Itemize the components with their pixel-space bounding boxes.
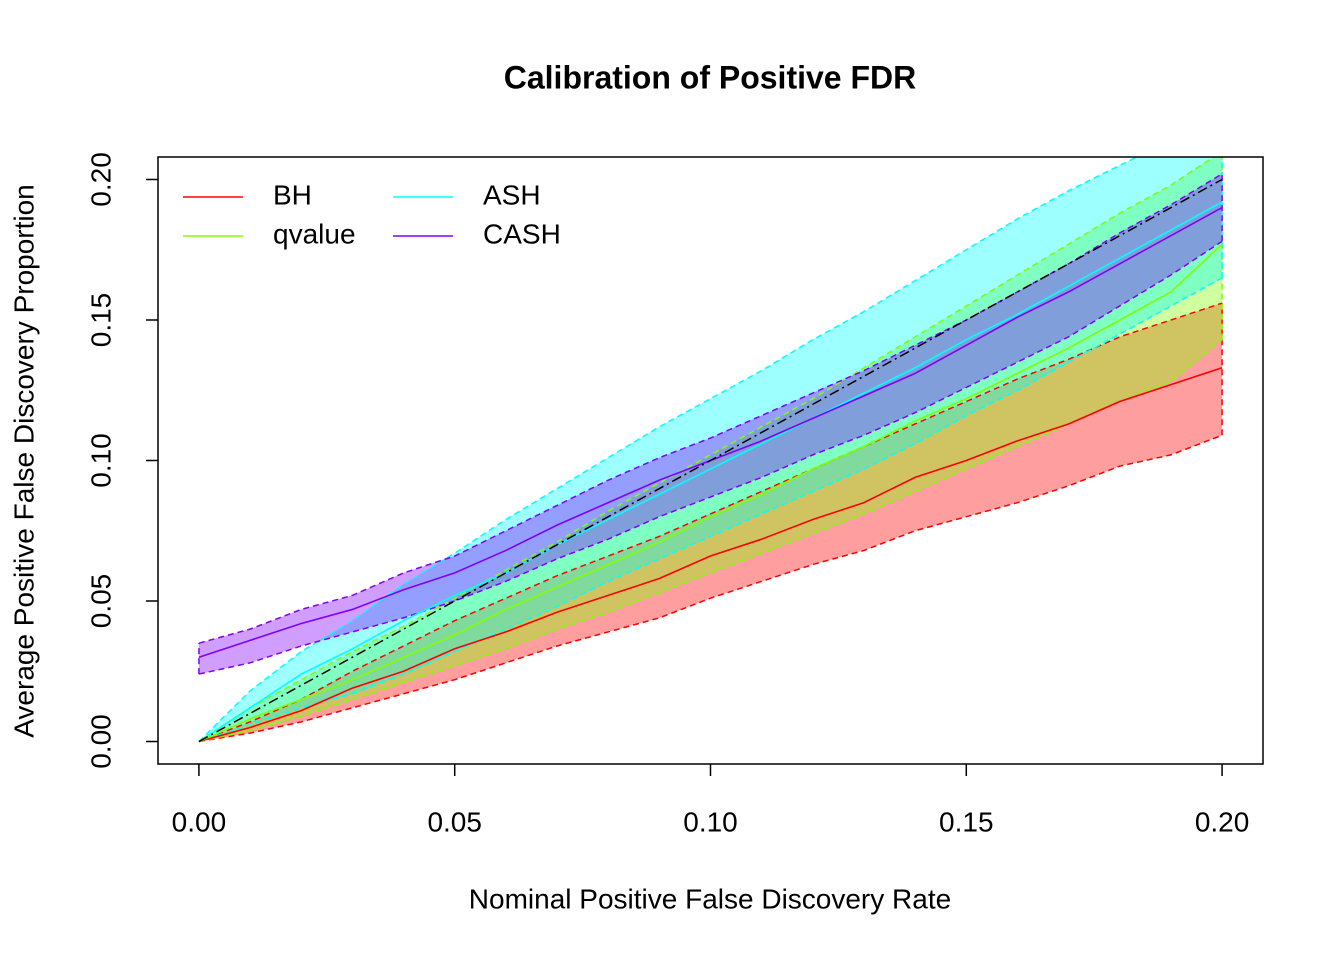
identity-line bbox=[198, 178, 1223, 743]
band-edge bbox=[198, 277, 1223, 743]
legend-label: ASH bbox=[483, 179, 541, 210]
legend-label: qvalue bbox=[273, 218, 356, 249]
x-axis-label: Nominal Positive False Discovery Rate bbox=[469, 883, 951, 914]
x-tick-label: 0.10 bbox=[683, 806, 738, 837]
band-edge bbox=[198, 157, 1139, 743]
y-tick-label: 0.10 bbox=[85, 433, 116, 488]
legend-label: CASH bbox=[483, 218, 561, 249]
plot-area bbox=[198, 157, 1223, 743]
series-line bbox=[198, 201, 1223, 743]
band-edge bbox=[198, 302, 1223, 743]
series-line bbox=[198, 367, 1223, 743]
band-edge bbox=[198, 240, 1223, 675]
y-tick-label: 0.15 bbox=[85, 293, 116, 348]
band-edge bbox=[198, 434, 1223, 743]
y-axis-label: Average Positive False Discovery Proport… bbox=[8, 184, 39, 738]
band-edge bbox=[198, 157, 1215, 743]
band bbox=[198, 303, 1223, 742]
band-edge bbox=[198, 173, 1223, 644]
x-tick-label: 0.05 bbox=[427, 806, 482, 837]
series-line bbox=[198, 243, 1223, 743]
x-tick-label: 0.20 bbox=[1195, 806, 1250, 837]
chart-title: Calibration of Positive FDR bbox=[504, 59, 916, 95]
y-tick-label: 0.20 bbox=[85, 152, 116, 207]
y-tick-label: 0.00 bbox=[85, 714, 116, 769]
band bbox=[198, 157, 1223, 742]
legend-label: BH bbox=[273, 179, 312, 210]
x-tick-label: 0.00 bbox=[172, 806, 227, 837]
x-tick-label: 0.15 bbox=[939, 806, 994, 837]
y-tick-label: 0.05 bbox=[85, 574, 116, 629]
